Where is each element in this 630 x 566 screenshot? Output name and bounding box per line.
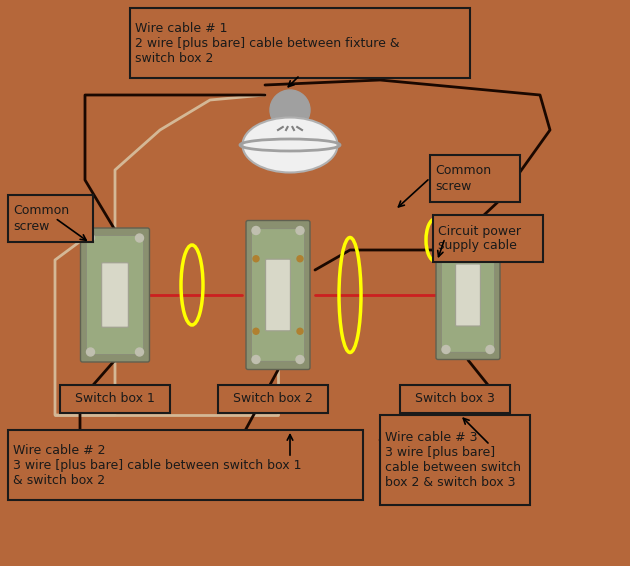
Circle shape [442, 345, 450, 354]
Text: Common
screw: Common screw [435, 165, 491, 192]
Circle shape [253, 256, 259, 261]
Text: Wire cable # 2
3 wire [plus bare] cable between switch box 1
& switch box 2: Wire cable # 2 3 wire [plus bare] cable … [13, 444, 302, 487]
FancyBboxPatch shape [130, 8, 470, 78]
Text: Switch box 3: Switch box 3 [415, 392, 495, 405]
Text: Switch box 1: Switch box 1 [75, 392, 155, 405]
FancyBboxPatch shape [246, 221, 310, 370]
FancyBboxPatch shape [251, 229, 304, 361]
FancyBboxPatch shape [430, 155, 520, 202]
Circle shape [86, 234, 94, 242]
FancyBboxPatch shape [60, 385, 170, 413]
FancyBboxPatch shape [400, 385, 510, 413]
Ellipse shape [243, 118, 338, 173]
FancyBboxPatch shape [218, 385, 328, 413]
Circle shape [135, 348, 144, 356]
FancyBboxPatch shape [380, 415, 530, 505]
Circle shape [252, 355, 260, 363]
Circle shape [270, 90, 310, 130]
FancyBboxPatch shape [86, 235, 144, 354]
Circle shape [486, 345, 494, 354]
FancyBboxPatch shape [455, 264, 481, 326]
FancyBboxPatch shape [8, 430, 363, 500]
Circle shape [296, 226, 304, 234]
Text: Common
screw: Common screw [13, 204, 69, 233]
Circle shape [297, 328, 303, 335]
Text: Wire cable # 3
3 wire [plus bare]
cable between switch
box 2 & switch box 3: Wire cable # 3 3 wire [plus bare] cable … [385, 431, 521, 489]
FancyBboxPatch shape [8, 195, 93, 242]
Circle shape [296, 355, 304, 363]
FancyBboxPatch shape [101, 263, 129, 327]
Text: Wire cable # 1
2 wire [plus bare] cable between fixture &
switch box 2: Wire cable # 1 2 wire [plus bare] cable … [135, 22, 399, 65]
Text: Switch box 2: Switch box 2 [233, 392, 313, 405]
Circle shape [297, 256, 303, 261]
FancyBboxPatch shape [433, 215, 543, 262]
Circle shape [486, 237, 494, 245]
Circle shape [253, 328, 259, 335]
Text: Circuit power
supply cable: Circuit power supply cable [438, 225, 521, 252]
Circle shape [86, 348, 94, 356]
Circle shape [442, 237, 450, 245]
FancyBboxPatch shape [442, 238, 495, 352]
FancyBboxPatch shape [436, 230, 500, 359]
Circle shape [252, 226, 260, 234]
FancyBboxPatch shape [266, 259, 290, 331]
FancyBboxPatch shape [81, 228, 149, 362]
Circle shape [135, 234, 144, 242]
